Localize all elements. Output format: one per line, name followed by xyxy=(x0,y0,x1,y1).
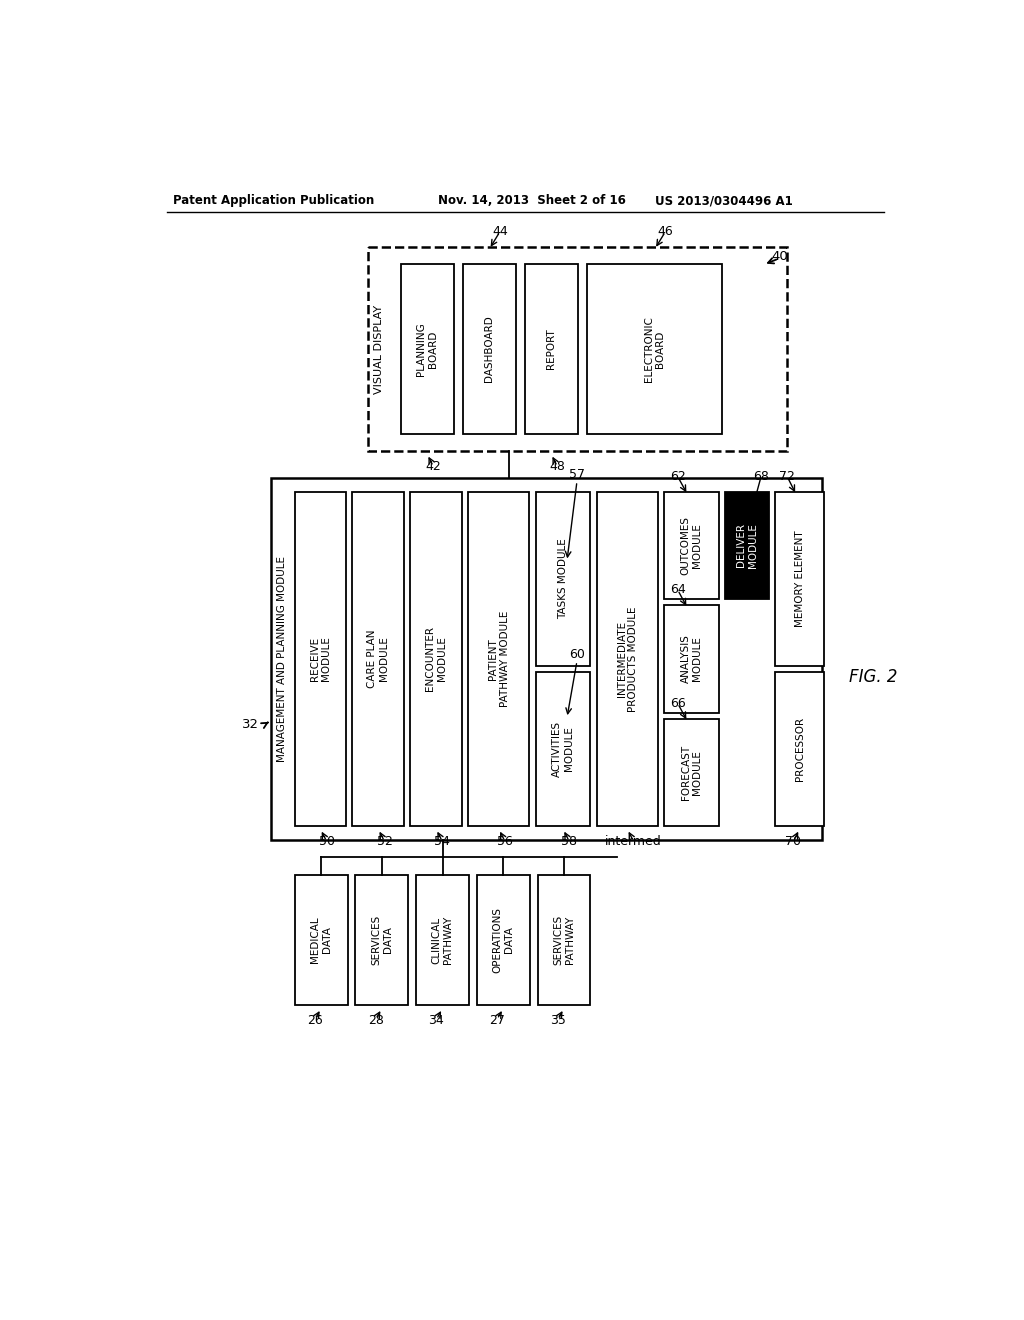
Bar xyxy=(775,672,823,826)
Text: ACTIVITIES
MODULE: ACTIVITIES MODULE xyxy=(552,721,573,777)
Bar xyxy=(477,874,529,1006)
Text: 64: 64 xyxy=(670,583,685,597)
Text: 54: 54 xyxy=(434,834,451,847)
Text: 32: 32 xyxy=(242,718,259,730)
Text: ANALYSIS
MODULE: ANALYSIS MODULE xyxy=(681,635,702,684)
Text: REPORT: REPORT xyxy=(546,329,556,370)
Text: PROCESSOR: PROCESSOR xyxy=(795,717,805,781)
Text: CARE PLAN
MODULE: CARE PLAN MODULE xyxy=(368,630,389,688)
Text: FORECAST
MODULE: FORECAST MODULE xyxy=(681,744,702,800)
Text: 66: 66 xyxy=(670,697,685,710)
Text: 52: 52 xyxy=(377,834,392,847)
Text: 26: 26 xyxy=(307,1014,323,1027)
Text: US 2013/0304496 A1: US 2013/0304496 A1 xyxy=(655,194,793,207)
Text: MEDICAL
DATA: MEDICAL DATA xyxy=(310,916,332,964)
Bar xyxy=(536,492,591,665)
Text: ELECTRONIC
BOARD: ELECTRONIC BOARD xyxy=(644,315,666,381)
Bar xyxy=(468,492,529,826)
Bar xyxy=(463,264,515,434)
Text: 72: 72 xyxy=(779,470,795,483)
Text: Nov. 14, 2013  Sheet 2 of 16: Nov. 14, 2013 Sheet 2 of 16 xyxy=(438,194,626,207)
Bar xyxy=(400,264,454,434)
Bar xyxy=(665,718,719,826)
Bar xyxy=(597,492,658,826)
Text: INTERMEDIATE
PRODUCTS MODULE: INTERMEDIATE PRODUCTS MODULE xyxy=(616,606,638,711)
Text: TASKS MODULE: TASKS MODULE xyxy=(558,539,568,619)
Text: 60: 60 xyxy=(569,648,585,661)
Bar xyxy=(416,874,469,1006)
Text: 27: 27 xyxy=(489,1014,505,1027)
Text: ENCOUNTER
MODULE: ENCOUNTER MODULE xyxy=(425,627,446,692)
Text: PATIENT
PATHWAY MODULE: PATIENT PATHWAY MODULE xyxy=(488,611,510,708)
Bar xyxy=(355,874,409,1006)
Bar xyxy=(352,492,404,826)
Text: 56: 56 xyxy=(497,834,513,847)
Text: 44: 44 xyxy=(493,224,508,238)
Bar xyxy=(524,264,578,434)
Text: 34: 34 xyxy=(428,1014,444,1027)
Bar xyxy=(271,478,821,840)
Text: VISUAL DISPLAY: VISUAL DISPLAY xyxy=(374,305,384,393)
Text: MEMORY ELEMENT: MEMORY ELEMENT xyxy=(795,531,805,627)
Text: Patent Application Publication: Patent Application Publication xyxy=(173,194,374,207)
Text: CLINICAL
PATHWAY: CLINICAL PATHWAY xyxy=(432,916,454,964)
Text: 28: 28 xyxy=(368,1014,384,1027)
Bar xyxy=(587,264,722,434)
Bar xyxy=(665,606,719,713)
Bar xyxy=(295,492,346,826)
Text: SERVICES
DATA: SERVICES DATA xyxy=(371,915,392,965)
Bar xyxy=(725,492,769,599)
Text: 50: 50 xyxy=(318,834,335,847)
Text: DELIVER
MODULE: DELIVER MODULE xyxy=(736,523,758,568)
Text: OUTCOMES
MODULE: OUTCOMES MODULE xyxy=(681,516,702,576)
Text: 48: 48 xyxy=(550,459,565,473)
Bar xyxy=(295,874,347,1006)
Text: 68: 68 xyxy=(754,470,769,483)
Text: 58: 58 xyxy=(561,834,578,847)
Text: PLANNING
BOARD: PLANNING BOARD xyxy=(417,322,438,376)
Text: 42: 42 xyxy=(426,459,441,473)
Bar xyxy=(369,247,786,451)
Bar xyxy=(411,492,462,826)
Text: FIG. 2: FIG. 2 xyxy=(849,668,897,686)
Bar xyxy=(775,492,823,665)
Text: 57: 57 xyxy=(569,469,585,482)
Text: 46: 46 xyxy=(657,224,674,238)
Text: OPERATIONS
DATA: OPERATIONS DATA xyxy=(493,907,514,973)
Text: 70: 70 xyxy=(785,834,802,847)
Text: 40: 40 xyxy=(771,251,788,264)
Text: 35: 35 xyxy=(550,1014,565,1027)
Bar xyxy=(665,492,719,599)
Bar xyxy=(536,672,591,826)
Text: intermed: intermed xyxy=(605,834,662,847)
Text: DASHBOARD: DASHBOARD xyxy=(484,315,495,383)
Text: RECEIVE
MODULE: RECEIVE MODULE xyxy=(309,636,331,681)
Bar xyxy=(538,874,591,1006)
Text: 62: 62 xyxy=(670,470,685,483)
Text: SERVICES
PATHWAY: SERVICES PATHWAY xyxy=(553,915,574,965)
Text: MANAGEMENT AND PLANNING MODULE: MANAGEMENT AND PLANNING MODULE xyxy=(278,556,287,762)
